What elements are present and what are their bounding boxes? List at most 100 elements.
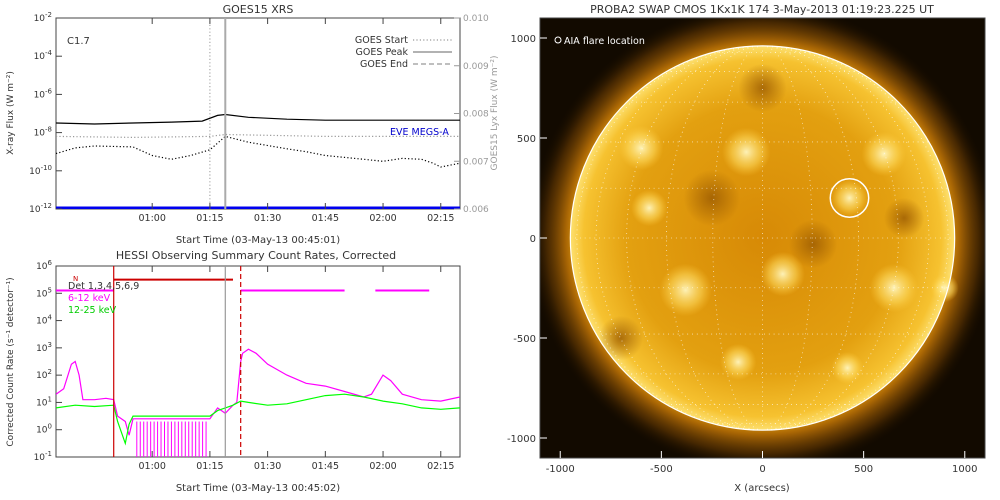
meridian-line — [712, 45, 763, 431]
swap-x-tick-label: -1000 — [546, 464, 575, 475]
goes-left-y-ticks: 10-12 10-10 10-8 10-6 10-4 10-2 — [29, 11, 62, 215]
y-tick-label: 10-1 — [34, 450, 52, 463]
hessi-legend-12-25kev: 12-25 keV — [68, 305, 117, 316]
y2-tick-label: 0.008 — [463, 110, 489, 120]
goes-legend-label: GOES Start — [355, 35, 408, 46]
swap-image-title: PROBA2 SWAP CMOS 1Kx1K 174 3-May-2013 01… — [590, 3, 934, 16]
y-tick-label: 10-4 — [34, 49, 53, 62]
swap-y-tick-label: 1000 — [511, 34, 536, 45]
heliographic-grid — [570, 45, 955, 431]
meridian-line — [762, 45, 899, 431]
swap-y-ticks: -1000 -500 0 500 1000 — [507, 34, 547, 445]
hessi-panel: HESSI Observing Summary Count Rates, Cor… — [6, 249, 461, 494]
x-tick-label: 01:15 — [196, 461, 223, 472]
goes-event-lines — [209, 18, 227, 209]
hessi-x-axis-label: Start Time (03-May-13 00:45:02) — [176, 483, 340, 494]
coronal-hole-4 — [738, 63, 787, 113]
meridian-line — [762, 45, 813, 431]
goes-x-axis-label: Start Time (03-May-13 00:45:01) — [176, 235, 340, 246]
goes-x-ticks: 01:00 01:15 01:30 01:45 02:00 02:15 — [138, 18, 454, 224]
active-region-2 — [861, 131, 907, 177]
y-tick-label: 101 — [36, 395, 52, 408]
swap-y-tick-label: 500 — [517, 134, 536, 145]
y-tick-label: 10-12 — [29, 202, 52, 215]
flare-legend-symbol — [554, 36, 562, 44]
eve-megs-a-label: EVE MEGS-A — [390, 127, 449, 138]
swap-x-axis-label: X (arcsecs) — [734, 483, 790, 494]
y-tick-label: 10-10 — [29, 164, 52, 177]
y-tick-label: 105 — [36, 286, 52, 299]
goes-legend-label: GOES End — [360, 59, 408, 70]
y2-tick-label: 0.006 — [463, 205, 489, 215]
active-region-5 — [760, 251, 805, 297]
active-region-8 — [831, 351, 864, 385]
y-tick-label: 104 — [36, 314, 52, 327]
y2-tick-label: 0.009 — [463, 62, 489, 72]
night-marker-label: N — [73, 275, 78, 283]
active-regions — [598, 63, 959, 385]
hessi-y-axis-label: Corrected Count Rate (s⁻¹ detector⁻¹) — [6, 277, 16, 446]
hessi-y-ticks: 10-1 100 101 102 103 104 105 106 — [34, 259, 62, 463]
active-region-10 — [930, 273, 959, 303]
swap-y-tick-label: -500 — [513, 334, 536, 345]
hessi-plot-frame — [55, 265, 461, 458]
hessi-event-lines — [113, 266, 242, 457]
series-line-1 — [56, 393, 460, 446]
coronal-hole-2 — [598, 315, 644, 361]
hessi-x-ticks: 01:00 01:15 01:30 01:45 02:00 02:15 — [138, 266, 454, 472]
meridian-line — [626, 45, 763, 431]
sun-image — [540, 18, 985, 458]
coronal-hole-3 — [883, 197, 925, 239]
flare-class-annotation: C1.7 — [67, 36, 90, 47]
x-tick-label: 01:15 — [196, 213, 223, 224]
swap-x-tick-label: 0 — [759, 464, 765, 475]
goes-right-y-ticks: 0.006 0.007 0.008 0.009 0.010 — [454, 14, 489, 215]
active-region-0 — [618, 125, 664, 171]
aia-flare-location-legend: AIA flare location — [564, 36, 645, 47]
swap-x-tick-label: -500 — [650, 464, 673, 475]
x-tick-label: 01:30 — [254, 213, 281, 224]
active-region-9 — [831, 179, 868, 217]
hessi-series-layer — [56, 278, 460, 457]
x-tick-label: 01:00 — [138, 213, 165, 224]
goes-xrs-panel: GOES15 XRS 10-12 10-10 10-8 10-6 10-4 10-2 0.… — [6, 3, 500, 246]
active-region-3 — [631, 189, 668, 227]
series-line-2 — [56, 135, 460, 168]
coronal-hole-1 — [788, 219, 838, 269]
y2-tick-label: 0.007 — [463, 157, 489, 167]
x-tick-label: 01:30 — [254, 461, 281, 472]
x-tick-label: 02:00 — [369, 461, 396, 472]
active-region-4 — [659, 263, 712, 317]
aia-flare-location-marker — [829, 178, 870, 218]
y-tick-label: 103 — [36, 341, 52, 354]
active-region-1 — [722, 127, 771, 177]
goes-y-axis-label: X-ray Flux (W m⁻²) — [6, 71, 16, 155]
x-tick-label: 02:00 — [369, 213, 396, 224]
solar-limb — [569, 45, 956, 431]
goes-legend-label: GOES Peak — [356, 47, 409, 58]
x-tick-label: 01:45 — [312, 213, 339, 224]
swap-x-tick-label: 1000 — [952, 464, 977, 475]
active-region-7 — [720, 343, 757, 381]
series-line-0 — [56, 348, 460, 436]
x-tick-label: 02:15 — [427, 213, 454, 224]
swap-x-tick-label: 500 — [854, 464, 873, 475]
y-tick-label: 102 — [36, 368, 52, 381]
x-tick-label: 01:45 — [312, 461, 339, 472]
y-tick-label: 106 — [36, 259, 52, 272]
hessi-legend-6-12kev: 6-12 keV — [68, 293, 111, 304]
y-tick-label: 10-2 — [34, 11, 52, 24]
y-tick-label: 10-6 — [34, 87, 53, 100]
x-tick-label: 01:00 — [138, 461, 165, 472]
coronal-hole-0 — [683, 169, 741, 227]
goes-chart-title: GOES15 XRS — [223, 3, 294, 16]
y2-tick-label: 0.010 — [463, 14, 489, 24]
hessi-chart-title: HESSI Observing Summary Count Rates, Cor… — [116, 249, 396, 262]
goes-right-y-axis-label: GOES15 Lyx Flux (W m⁻²) — [490, 56, 500, 171]
swap-x-ticks: -1000 -500 0 500 1000 — [546, 451, 977, 475]
y-tick-label: 10-8 — [34, 126, 52, 139]
swap-y-tick-label: -1000 — [507, 434, 536, 445]
swap-image-panel: PROBA2 SWAP CMOS 1Kx1K 174 3-May-2013 01… — [507, 3, 986, 494]
